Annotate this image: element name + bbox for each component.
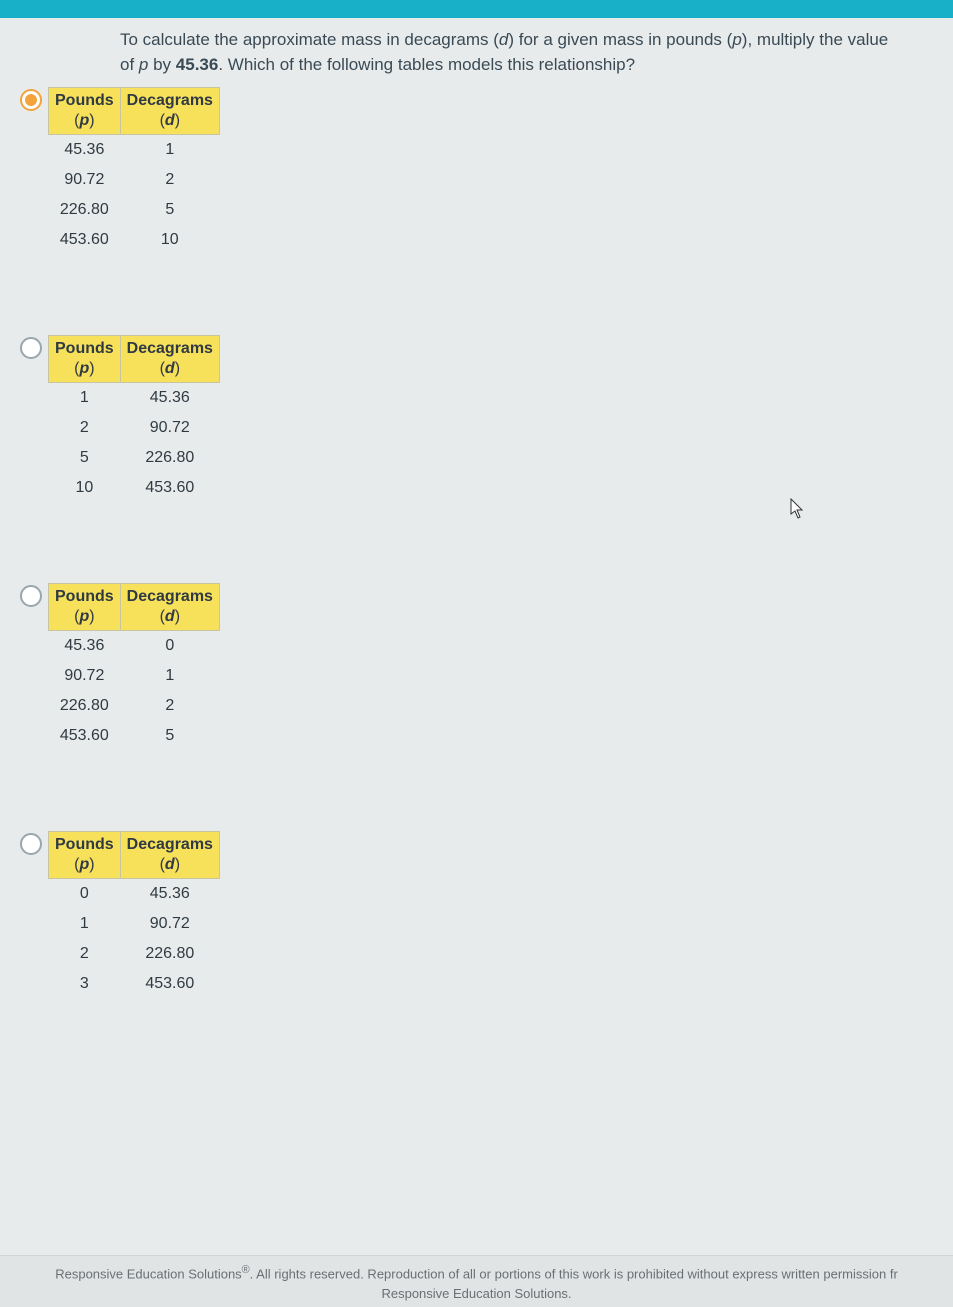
cell-p: 453.60 — [49, 721, 121, 751]
option-1: PoundsDecagrams(p)(d)45.36190.722226.805… — [20, 87, 933, 255]
q-part: ) for a given mass in pounds ( — [508, 30, 732, 49]
q-var-d: d — [499, 30, 508, 49]
table-row: 290.72 — [49, 413, 220, 443]
col-header-pounds: Pounds — [49, 832, 121, 857]
cell-p: 90.72 — [49, 661, 121, 691]
q-var-p: p — [732, 30, 741, 49]
col-header-pounds: Pounds — [49, 336, 121, 361]
footer: Responsive Education Solutions®. All rig… — [0, 1255, 953, 1307]
table-row: 10453.60 — [49, 473, 220, 503]
footer-text: . All rights reserved. Reproduction of a… — [250, 1266, 898, 1281]
cell-p: 0 — [49, 879, 121, 910]
table-row: 3453.60 — [49, 969, 220, 999]
col-header-decagrams: Decagrams — [120, 88, 219, 113]
table-row: 190.72 — [49, 909, 220, 939]
cell-d: 5 — [120, 721, 219, 751]
table-row: 5226.80 — [49, 443, 220, 473]
cell-d: 1 — [120, 661, 219, 691]
cell-d: 10 — [120, 225, 219, 255]
table-row: 226.805 — [49, 195, 220, 225]
col-header-decagrams: Decagrams — [120, 336, 219, 361]
col-subheader-d: (d) — [120, 856, 219, 879]
cell-p: 10 — [49, 473, 121, 503]
cell-p: 5 — [49, 443, 121, 473]
cell-p: 2 — [49, 413, 121, 443]
cell-d: 5 — [120, 195, 219, 225]
cell-d: 2 — [120, 691, 219, 721]
q-bold-num: 45.36 — [176, 55, 219, 74]
col-subheader-p: (p) — [49, 112, 121, 135]
cell-d: 1 — [120, 135, 219, 166]
cell-d: 90.72 — [120, 413, 219, 443]
question-text: To calculate the approximate mass in dec… — [20, 28, 890, 87]
col-header-pounds: Pounds — [49, 584, 121, 609]
col-header-decagrams: Decagrams — [120, 584, 219, 609]
cell-d: 453.60 — [120, 473, 219, 503]
option-3: PoundsDecagrams(p)(d)45.36090.721226.802… — [20, 583, 933, 751]
cell-p: 3 — [49, 969, 121, 999]
cell-d: 0 — [120, 631, 219, 662]
q-part: ), multiply — [742, 30, 815, 49]
cell-d: 226.80 — [120, 443, 219, 473]
q-part: by — [148, 55, 175, 74]
cell-p: 45.36 — [49, 135, 121, 166]
col-subheader-p: (p) — [49, 360, 121, 383]
cell-d: 453.60 — [120, 969, 219, 999]
cell-p: 45.36 — [49, 631, 121, 662]
col-header-decagrams: Decagrams — [120, 832, 219, 857]
cell-d: 226.80 — [120, 939, 219, 969]
footer-sup: ® — [242, 1264, 250, 1276]
table-row: 226.802 — [49, 691, 220, 721]
col-subheader-d: (d) — [120, 360, 219, 383]
cell-d: 45.36 — [120, 879, 219, 910]
col-subheader-p: (p) — [49, 856, 121, 879]
cell-p: 1 — [49, 383, 121, 414]
col-subheader-d: (d) — [120, 608, 219, 631]
radio-option-1[interactable] — [20, 89, 42, 111]
cell-d: 90.72 — [120, 909, 219, 939]
q-part: To calculate the approximate mass in dec… — [120, 30, 499, 49]
cell-p: 453.60 — [49, 225, 121, 255]
footer-text: Responsive Education Solutions — [55, 1266, 241, 1281]
table-row: 45.361 — [49, 135, 220, 166]
option-table-1: PoundsDecagrams(p)(d)45.36190.722226.805… — [48, 87, 220, 255]
q-var-p2: p — [139, 55, 148, 74]
content-area: To calculate the approximate mass in dec… — [0, 18, 953, 999]
cell-d: 45.36 — [120, 383, 219, 414]
table-row: 453.6010 — [49, 225, 220, 255]
radio-option-4[interactable] — [20, 833, 42, 855]
cell-p: 90.72 — [49, 165, 121, 195]
option-2: PoundsDecagrams(p)(d)145.36290.725226.80… — [20, 335, 933, 503]
col-header-pounds: Pounds — [49, 88, 121, 113]
option-table-3: PoundsDecagrams(p)(d)45.36090.721226.802… — [48, 583, 220, 751]
top-bar — [0, 0, 953, 18]
option-4: PoundsDecagrams(p)(d)045.36190.722226.80… — [20, 831, 933, 999]
cell-p: 226.80 — [49, 195, 121, 225]
table-row: 90.722 — [49, 165, 220, 195]
table-row: 45.360 — [49, 631, 220, 662]
q-part: . Which of the following tables models t… — [218, 55, 635, 74]
table-row: 90.721 — [49, 661, 220, 691]
radio-option-2[interactable] — [20, 337, 42, 359]
col-subheader-p: (p) — [49, 608, 121, 631]
table-row: 2226.80 — [49, 939, 220, 969]
cell-p: 2 — [49, 939, 121, 969]
option-table-4: PoundsDecagrams(p)(d)045.36190.722226.80… — [48, 831, 220, 999]
table-row: 045.36 — [49, 879, 220, 910]
cell-d: 2 — [120, 165, 219, 195]
table-row: 453.605 — [49, 721, 220, 751]
cell-p: 226.80 — [49, 691, 121, 721]
option-table-2: PoundsDecagrams(p)(d)145.36290.725226.80… — [48, 335, 220, 503]
cell-p: 1 — [49, 909, 121, 939]
radio-option-3[interactable] — [20, 585, 42, 607]
footer-text: Responsive Education Solutions. — [381, 1286, 571, 1301]
table-row: 145.36 — [49, 383, 220, 414]
col-subheader-d: (d) — [120, 112, 219, 135]
